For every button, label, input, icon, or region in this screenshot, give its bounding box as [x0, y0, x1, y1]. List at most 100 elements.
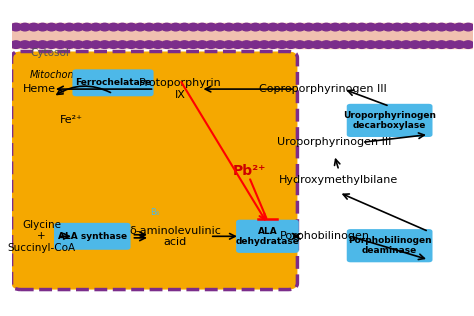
Bar	[11, 23, 473, 48]
Circle shape	[383, 23, 394, 31]
Circle shape	[276, 23, 288, 31]
Circle shape	[392, 23, 403, 31]
Circle shape	[419, 41, 429, 48]
Text: Glycine
+
Succinyl-CoA: Glycine + Succinyl-CoA	[8, 220, 76, 253]
Circle shape	[463, 41, 474, 48]
Circle shape	[197, 41, 208, 48]
Circle shape	[152, 23, 164, 31]
Circle shape	[392, 41, 403, 48]
Circle shape	[303, 23, 314, 31]
Text: Heme: Heme	[23, 84, 56, 94]
Circle shape	[206, 41, 217, 48]
Circle shape	[401, 41, 411, 48]
Circle shape	[374, 23, 385, 31]
Circle shape	[285, 41, 296, 48]
Circle shape	[223, 41, 234, 48]
Circle shape	[161, 41, 172, 48]
Circle shape	[445, 41, 456, 48]
Circle shape	[64, 23, 75, 31]
Circle shape	[294, 41, 305, 48]
Circle shape	[454, 23, 465, 31]
Circle shape	[170, 23, 181, 31]
Circle shape	[454, 41, 465, 48]
Circle shape	[285, 23, 296, 31]
Circle shape	[197, 23, 208, 31]
Circle shape	[10, 41, 21, 48]
Circle shape	[276, 41, 288, 48]
Circle shape	[55, 41, 66, 48]
Circle shape	[19, 23, 30, 31]
Circle shape	[410, 41, 420, 48]
Circle shape	[321, 23, 332, 31]
Circle shape	[338, 23, 350, 31]
Circle shape	[241, 23, 252, 31]
Text: Uroporphyrinogen
decarboxylase: Uroporphyrinogen decarboxylase	[343, 111, 436, 130]
Circle shape	[303, 41, 314, 48]
Circle shape	[347, 23, 358, 31]
Circle shape	[37, 23, 48, 31]
Circle shape	[82, 41, 92, 48]
Circle shape	[170, 41, 181, 48]
Circle shape	[427, 41, 438, 48]
Circle shape	[463, 23, 474, 31]
Circle shape	[445, 23, 456, 31]
Circle shape	[135, 41, 146, 48]
Circle shape	[436, 41, 447, 48]
Circle shape	[152, 41, 164, 48]
Circle shape	[410, 23, 420, 31]
Text: Fe²⁺: Fe²⁺	[60, 115, 83, 125]
Text: Pb²⁺: Pb²⁺	[232, 163, 266, 178]
Circle shape	[19, 41, 30, 48]
Circle shape	[383, 41, 394, 48]
Circle shape	[188, 41, 199, 48]
Circle shape	[223, 23, 234, 31]
Text: Porphobilinogen: Porphobilinogen	[280, 231, 370, 241]
Circle shape	[214, 41, 226, 48]
Circle shape	[250, 41, 261, 48]
FancyBboxPatch shape	[347, 104, 432, 137]
Text: Cytosol: Cytosol	[30, 48, 69, 58]
Circle shape	[161, 23, 172, 31]
Circle shape	[356, 23, 367, 31]
Circle shape	[188, 23, 199, 31]
Circle shape	[179, 41, 190, 48]
Circle shape	[329, 23, 341, 31]
Circle shape	[419, 23, 429, 31]
FancyBboxPatch shape	[236, 220, 299, 253]
Circle shape	[37, 41, 48, 48]
Circle shape	[436, 23, 447, 31]
FancyBboxPatch shape	[54, 223, 130, 250]
Circle shape	[259, 23, 270, 31]
Circle shape	[374, 41, 385, 48]
Circle shape	[259, 41, 270, 48]
Text: Hydroxymethylbilane: Hydroxymethylbilane	[279, 175, 399, 185]
Circle shape	[241, 41, 252, 48]
Circle shape	[126, 23, 137, 31]
Text: Protoporphyrin
IX: Protoporphyrin IX	[138, 78, 221, 100]
Circle shape	[90, 41, 101, 48]
Text: δ-aminolevulinic
acid: δ-aminolevulinic acid	[129, 226, 221, 247]
Circle shape	[365, 41, 376, 48]
Circle shape	[206, 23, 217, 31]
Circle shape	[365, 23, 376, 31]
Text: ALA
dehydratase: ALA dehydratase	[236, 227, 300, 246]
Text: Mitochondrion: Mitochondrion	[30, 70, 100, 80]
Text: ALA synthase: ALA synthase	[58, 232, 127, 241]
Circle shape	[10, 23, 21, 31]
Circle shape	[46, 41, 57, 48]
Circle shape	[117, 23, 128, 31]
Circle shape	[179, 23, 190, 31]
Circle shape	[214, 23, 226, 31]
Text: Uroporphyrinogen III: Uroporphyrinogen III	[277, 137, 392, 147]
Circle shape	[232, 41, 243, 48]
Text: B₆: B₆	[150, 208, 159, 217]
Circle shape	[46, 23, 57, 31]
Circle shape	[294, 23, 305, 31]
Circle shape	[82, 23, 92, 31]
Circle shape	[268, 41, 279, 48]
Text: Coproporphyrinogen III: Coproporphyrinogen III	[259, 84, 387, 94]
Circle shape	[90, 23, 101, 31]
Circle shape	[347, 41, 358, 48]
Circle shape	[338, 41, 350, 48]
Circle shape	[232, 23, 243, 31]
